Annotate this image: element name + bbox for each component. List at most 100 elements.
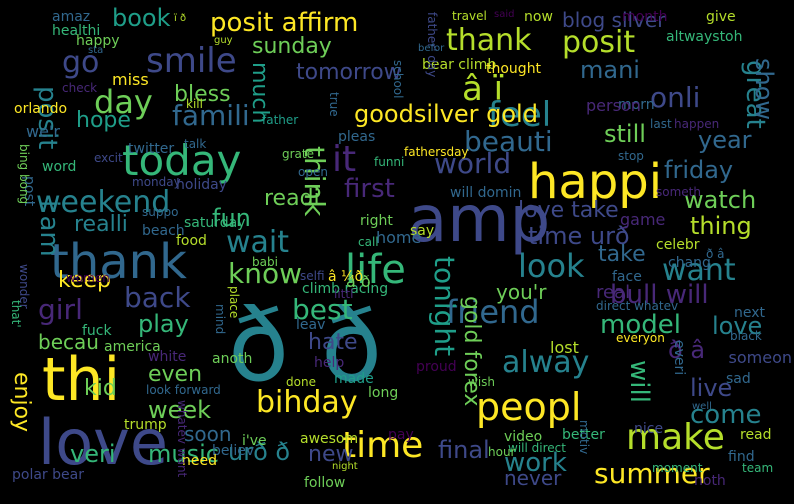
cloud-word: fathersday [404,145,469,159]
cloud-word: tonight [428,256,461,357]
cloud-word: beauti [464,125,553,158]
cloud-word: need [182,453,217,469]
cloud-word: nice [634,421,664,437]
cloud-word: polar bear [12,467,84,483]
cloud-word: twitter [128,141,175,157]
cloud-word: ð â [668,336,706,364]
cloud-word: blog silver [562,8,666,32]
cloud-word: work [504,448,567,478]
cloud-word: bless [174,82,231,107]
cloud-word: black [730,329,762,343]
cloud-word: awesom [300,431,359,447]
cloud-word: mani [580,56,640,84]
cloud-word: guy [214,35,233,46]
cloud-word: video [504,429,543,445]
cloud-word: will direct [508,441,566,455]
cloud-word: tomorrow [296,60,402,85]
cloud-word: thank [446,23,532,58]
cloud-word: game [620,210,666,229]
cloud-word: smile [146,41,237,81]
cloud-word: proud [416,359,457,375]
cloud-word: suppo [142,205,179,219]
cloud-word: hate [308,330,358,355]
cloud-word: thi [42,345,121,415]
cloud-word: next [734,305,766,321]
cloud-word: talk [184,137,207,151]
cloud-word: someth [656,185,701,199]
cloud-word: believ [212,443,255,459]
cloud-word: world [434,147,512,180]
cloud-word: first [344,174,395,204]
cloud-word: goodsilver gold [354,100,538,128]
cloud-word: travel [452,9,487,23]
cloud-word: person [586,96,641,115]
cloud-word: food [176,233,207,249]
cloud-word: home [376,228,422,247]
cloud-word: call [358,235,379,249]
cloud-word: love [38,406,168,479]
cloud-word: come [690,400,762,430]
cloud-word: look [518,247,585,285]
cloud-word: team [742,461,774,475]
cloud-word: sad [726,371,751,387]
cloud-word: time [342,425,424,466]
cloud-word: watch [684,186,757,214]
cloud-word: keep [58,268,111,293]
cloud-word: lost [550,338,579,357]
cloud-word: week [148,396,212,424]
cloud-word: life [345,247,406,293]
cloud-word: play [138,310,189,338]
cloud-word: someon [728,348,792,367]
cloud-word: give [706,9,736,25]
cloud-word: â ¼ð [328,269,364,285]
cloud-word: monday [132,175,181,189]
cloud-word: alway [502,345,590,380]
cloud-word: â ð [346,272,371,291]
cloud-word: make [626,417,725,458]
cloud-word: women [66,271,110,285]
cloud-word: sta [88,45,104,56]
cloud-word: today [122,136,242,185]
cloud-word: check [62,81,98,95]
cloud-word: girl [38,293,83,326]
cloud-word: made [334,371,374,387]
cloud-word: grate [282,147,314,161]
cloud-word: gold forex [459,296,484,407]
cloud-word: live [690,374,733,402]
cloud-word: show [750,58,778,121]
cloud-word: bear climb [422,57,497,73]
cloud-word: mind [213,304,227,335]
cloud-word: said [494,9,515,20]
cloud-word: ð ð [228,287,383,404]
cloud-word: i've [242,433,267,449]
cloud-word: will [624,360,654,403]
cloud-word: father [262,113,299,127]
cloud-word: you'r [496,280,547,304]
cloud-word: fun [212,204,251,232]
cloud-word: realli [74,212,128,237]
cloud-word: last [650,117,672,131]
cloud-word: back [124,281,191,314]
cloud-word: happi [528,154,663,210]
cloud-word: real [596,282,631,303]
cloud-word: funni [374,155,405,169]
cloud-word: saturday [184,215,246,231]
cloud-word: celebr [656,237,700,253]
cloud-word: wish [468,375,496,389]
cloud-word: holiday [176,177,227,193]
cloud-word: miss [112,70,149,89]
cloud-word: morn [618,97,655,113]
cloud-word: altwaystoh [666,29,743,45]
cloud-word: find [728,449,755,465]
cloud-word: peopl [476,385,582,429]
cloud-word: word [42,159,77,175]
cloud-word: famili [172,99,250,132]
cloud-word: summer [594,457,710,490]
cloud-word: year [698,126,752,154]
cloud-word: weekend [36,185,171,220]
cloud-word: readi [264,186,320,211]
cloud-word: book [112,4,171,32]
cloud-word: noth [694,473,726,489]
cloud-word: moment [652,461,703,475]
